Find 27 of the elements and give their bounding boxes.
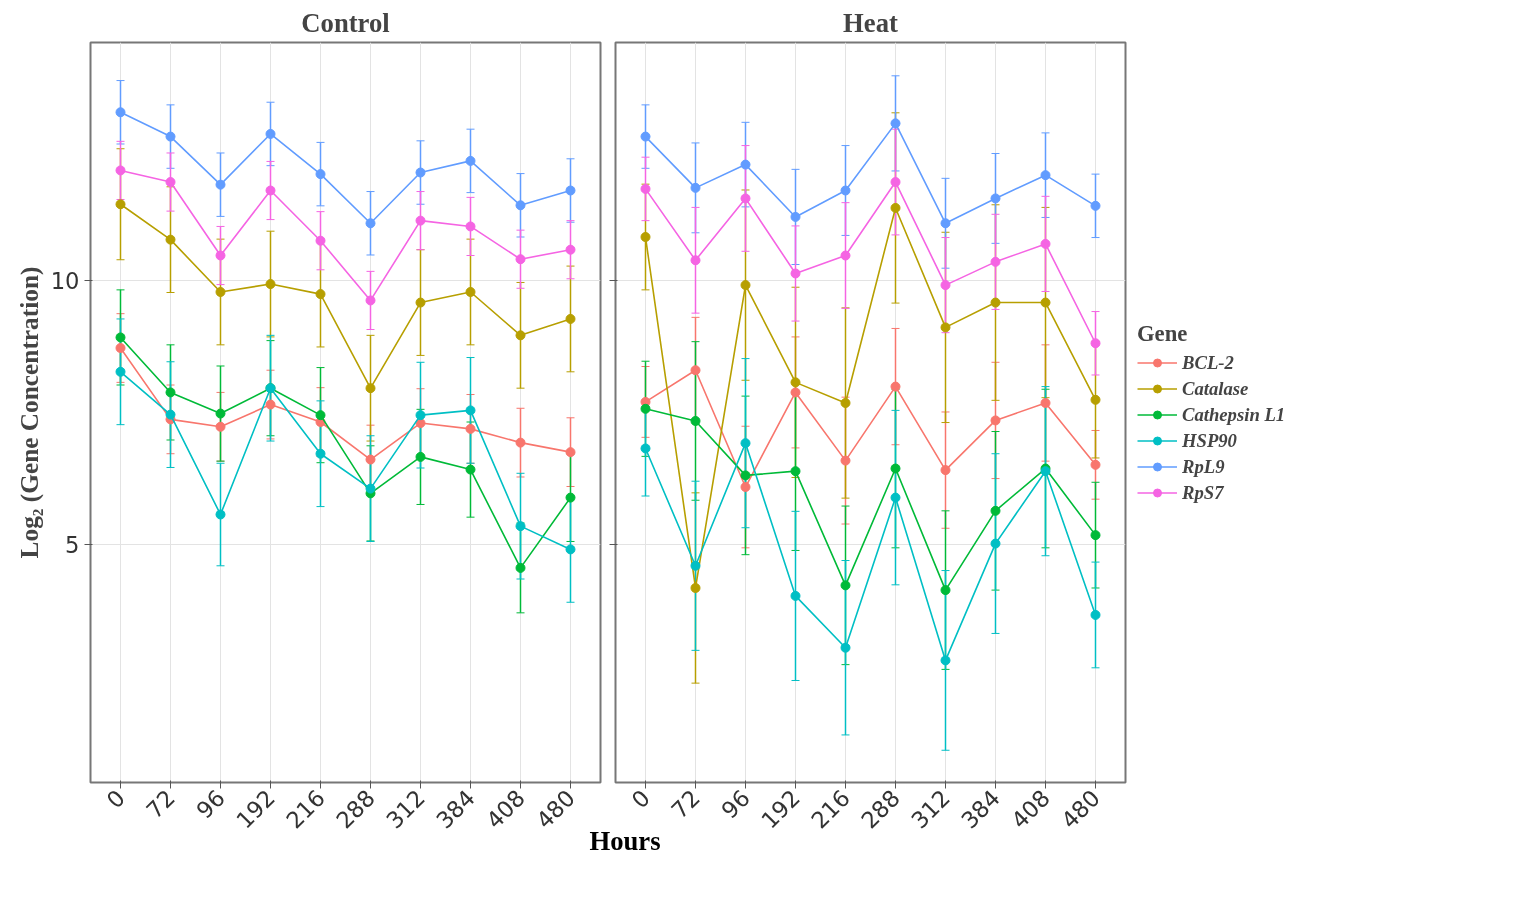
x-tick-label: 480 [1056,784,1106,834]
x-axis-title: Hours [589,825,661,858]
legend-label: Cathepsin L1 [1182,403,1286,426]
legend-label: Catalase [1182,377,1249,400]
x-tick-label: 480 [531,784,581,834]
chart-title: Control [301,7,390,38]
x-tick-label: 0 [626,784,656,814]
x-tick-label: 408 [481,784,531,834]
x-tick-label: 192 [231,784,281,834]
x-tick-label: 312 [906,784,956,834]
x-tick-label: 0 [101,784,131,814]
x-tick-label: 96 [716,784,756,824]
x-tick-label: 192 [756,784,806,834]
x-tick-label: 312 [381,784,431,834]
legend-title: Gene [1137,320,1189,347]
x-tick-label: 72 [141,784,181,824]
y-tick-label: 10 [50,267,80,294]
x-tick-label: 96 [191,784,231,824]
chart-title: Heat [843,7,899,38]
y-tick-label: 5 [65,532,80,559]
legend-label: BCL-2 [1182,351,1234,374]
legend-label: HSP90 [1182,429,1237,452]
x-tick-label: 408 [1006,784,1056,834]
legend-label: RpL9 [1182,455,1225,478]
legend-label: RpS7 [1182,481,1224,504]
y-axis-title: Log₂ (Gene Concentration) [14,266,44,559]
x-tick-label: 72 [666,784,706,824]
